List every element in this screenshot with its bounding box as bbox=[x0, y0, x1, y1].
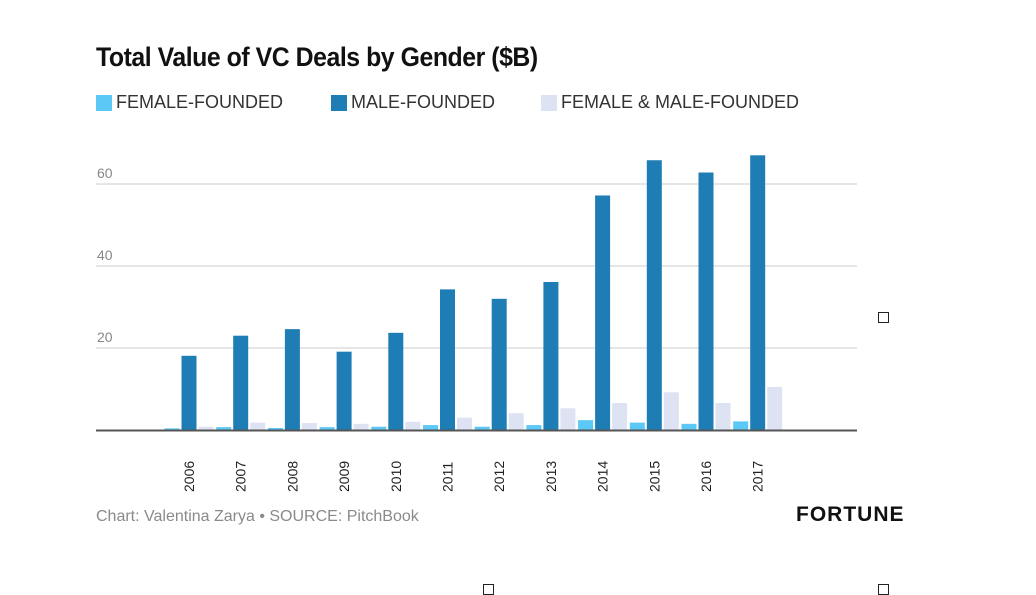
legend-item-female: FEMALE-FOUNDED bbox=[96, 92, 283, 113]
bar-female-2009 bbox=[319, 427, 335, 430]
legend-item-male: MALE-FOUNDED bbox=[331, 92, 495, 113]
bar-both-2010 bbox=[405, 421, 421, 430]
bar-male-2016 bbox=[698, 172, 714, 430]
bar-both-2015 bbox=[663, 392, 679, 430]
bar-male-2007 bbox=[233, 335, 249, 430]
x-tick-label: 2010 bbox=[388, 461, 404, 492]
y-tick-labels: 20 40 60 bbox=[97, 165, 113, 345]
x-tick-label: 2011 bbox=[440, 462, 456, 492]
y-tick-label: 40 bbox=[97, 247, 113, 263]
bar-male-2012 bbox=[491, 298, 507, 430]
x-tick-label: 2006 bbox=[181, 461, 197, 492]
bar-male-2015 bbox=[646, 160, 662, 430]
bar-male-2008 bbox=[284, 329, 300, 430]
x-tick-label: 2015 bbox=[646, 461, 662, 492]
selection-handle[interactable] bbox=[878, 312, 889, 323]
bar-female-2016 bbox=[681, 423, 697, 430]
bar-female-2006 bbox=[164, 428, 180, 430]
bar-both-2008 bbox=[301, 423, 317, 430]
x-tick-label: 2017 bbox=[750, 461, 766, 492]
chart-legend: FEMALE-FOUNDED MALE-FOUNDED FEMALE & MAL… bbox=[96, 92, 856, 114]
bars bbox=[164, 155, 783, 431]
legend-label-female: FEMALE-FOUNDED bbox=[116, 92, 284, 112]
bar-female-2010 bbox=[371, 426, 387, 430]
x-tick-label: 2012 bbox=[491, 461, 507, 492]
bar-female-2015 bbox=[629, 422, 645, 430]
x-tick-labels: 2006 2007 2008 2009 2010 2011 2012 2013 2014 2015… bbox=[181, 461, 766, 492]
bar-female-2008 bbox=[267, 427, 283, 430]
bar-both-2014 bbox=[612, 402, 628, 430]
bar-both-2007 bbox=[250, 422, 266, 430]
bar-male-2014 bbox=[595, 195, 611, 430]
brand-logo: FORTUNE bbox=[796, 503, 905, 526]
x-tick-label: 2009 bbox=[336, 461, 352, 492]
bar-both-2009 bbox=[353, 423, 369, 430]
x-tick-label: 2013 bbox=[543, 461, 559, 492]
bar-female-2011 bbox=[423, 425, 438, 430]
legend-swatch-male bbox=[331, 94, 347, 111]
bar-female-2007 bbox=[216, 427, 232, 430]
bar-both-2013 bbox=[560, 408, 576, 430]
chart-credit: Chart: Valentina Zarya • SOURCE: PitchBo… bbox=[96, 508, 419, 525]
bar-female-2017 bbox=[733, 421, 749, 430]
x-tick-label: 2008 bbox=[284, 461, 300, 492]
y-tick-label: 20 bbox=[97, 329, 113, 345]
legend-swatch-both bbox=[541, 94, 557, 111]
selection-handle[interactable] bbox=[483, 584, 494, 595]
bar-male-2017 bbox=[750, 155, 766, 431]
legend-item-both: FEMALE & MALE-FOUNDED bbox=[541, 92, 799, 113]
x-tick-label: 2014 bbox=[595, 461, 611, 492]
bar-female-2014 bbox=[578, 420, 594, 430]
legend-label-both: FEMALE & MALE-FOUNDED bbox=[561, 92, 800, 112]
x-tick-label: 2007 bbox=[233, 461, 249, 492]
bar-both-2006 bbox=[198, 426, 214, 430]
bar-both-2017 bbox=[767, 386, 783, 430]
bar-female-2013 bbox=[526, 425, 542, 430]
grid-lines bbox=[96, 183, 857, 349]
bar-male-2009 bbox=[336, 351, 352, 430]
legend-label-male: MALE-FOUNDED bbox=[351, 92, 496, 112]
bar-male-2006 bbox=[181, 355, 197, 430]
x-tick-label: 2016 bbox=[698, 461, 714, 492]
selection-handle[interactable] bbox=[878, 584, 889, 595]
bar-both-2012 bbox=[508, 413, 524, 430]
legend-swatch-female bbox=[96, 94, 112, 111]
bar-both-2011 bbox=[457, 417, 472, 430]
chart-title: Total Value of VC Deals by Gender ($B) bbox=[96, 42, 538, 72]
bar-male-2011 bbox=[440, 289, 455, 430]
bar-male-2010 bbox=[388, 332, 404, 430]
bar-both-2016 bbox=[715, 402, 731, 430]
bar-male-2013 bbox=[543, 281, 559, 430]
y-tick-label: 60 bbox=[97, 165, 113, 181]
bar-female-2012 bbox=[474, 426, 490, 430]
